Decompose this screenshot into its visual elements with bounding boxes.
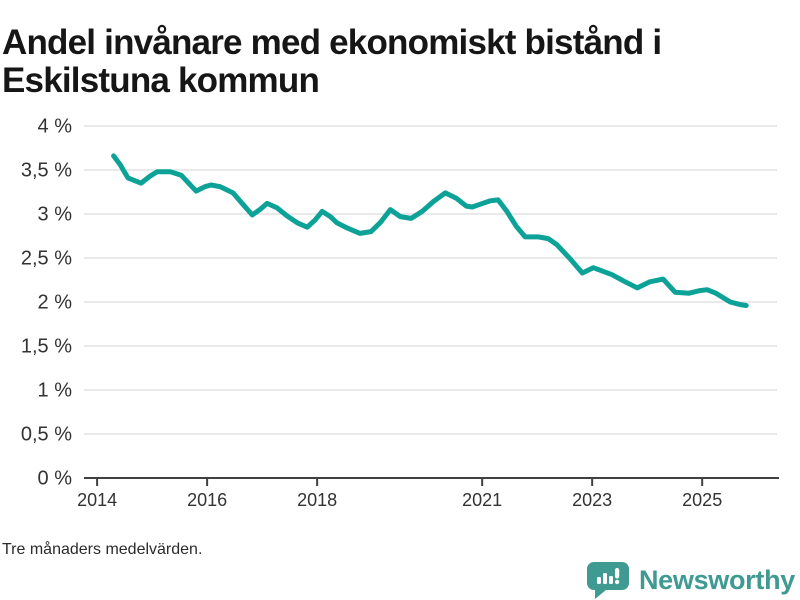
- y-axis-tick-label: 0 %: [38, 468, 73, 490]
- x-axis-tick-label: 2021: [462, 490, 502, 510]
- y-axis-tick-label: 4 %: [38, 116, 73, 138]
- x-axis-tick-label: 2025: [682, 490, 722, 510]
- footnote: Tre månaders medelvärden.: [2, 541, 203, 558]
- y-axis-tick-label: 1 %: [38, 380, 73, 402]
- y-axis-tick-label: 3,5 %: [21, 160, 72, 182]
- speech-bubble-bar-chart-icon: [586, 562, 629, 599]
- y-axis-tick-label: 2 %: [38, 292, 73, 314]
- y-axis-tick-label: 1,5 %: [21, 336, 72, 358]
- y-axis-tick-label: 3 %: [38, 204, 73, 226]
- data-line-andel-bistand: [111, 153, 749, 308]
- line-chart: 0 % 0,5 % 1 % 1,5 % 2 % 2,5 % 3 % 3,5 % 4 % 2014 2…: [21, 116, 779, 510]
- page-title: Andel invånare med ekonomiskt bistånd i …: [2, 23, 662, 101]
- x-axis-tick-label: 2023: [572, 490, 612, 510]
- x-axis-tick-label: 2016: [187, 490, 227, 510]
- x-axis-tick-label: 2014: [77, 490, 117, 510]
- y-axis-tick-label: 0,5 %: [21, 424, 72, 446]
- newsworthy-logo-text: Newsworthy: [638, 565, 795, 595]
- newsworthy-logo[interactable]: Newsworthy: [586, 561, 795, 600]
- y-axis-tick-label: 2,5 %: [21, 248, 72, 270]
- x-axis-tick-label: 2018: [297, 490, 337, 510]
